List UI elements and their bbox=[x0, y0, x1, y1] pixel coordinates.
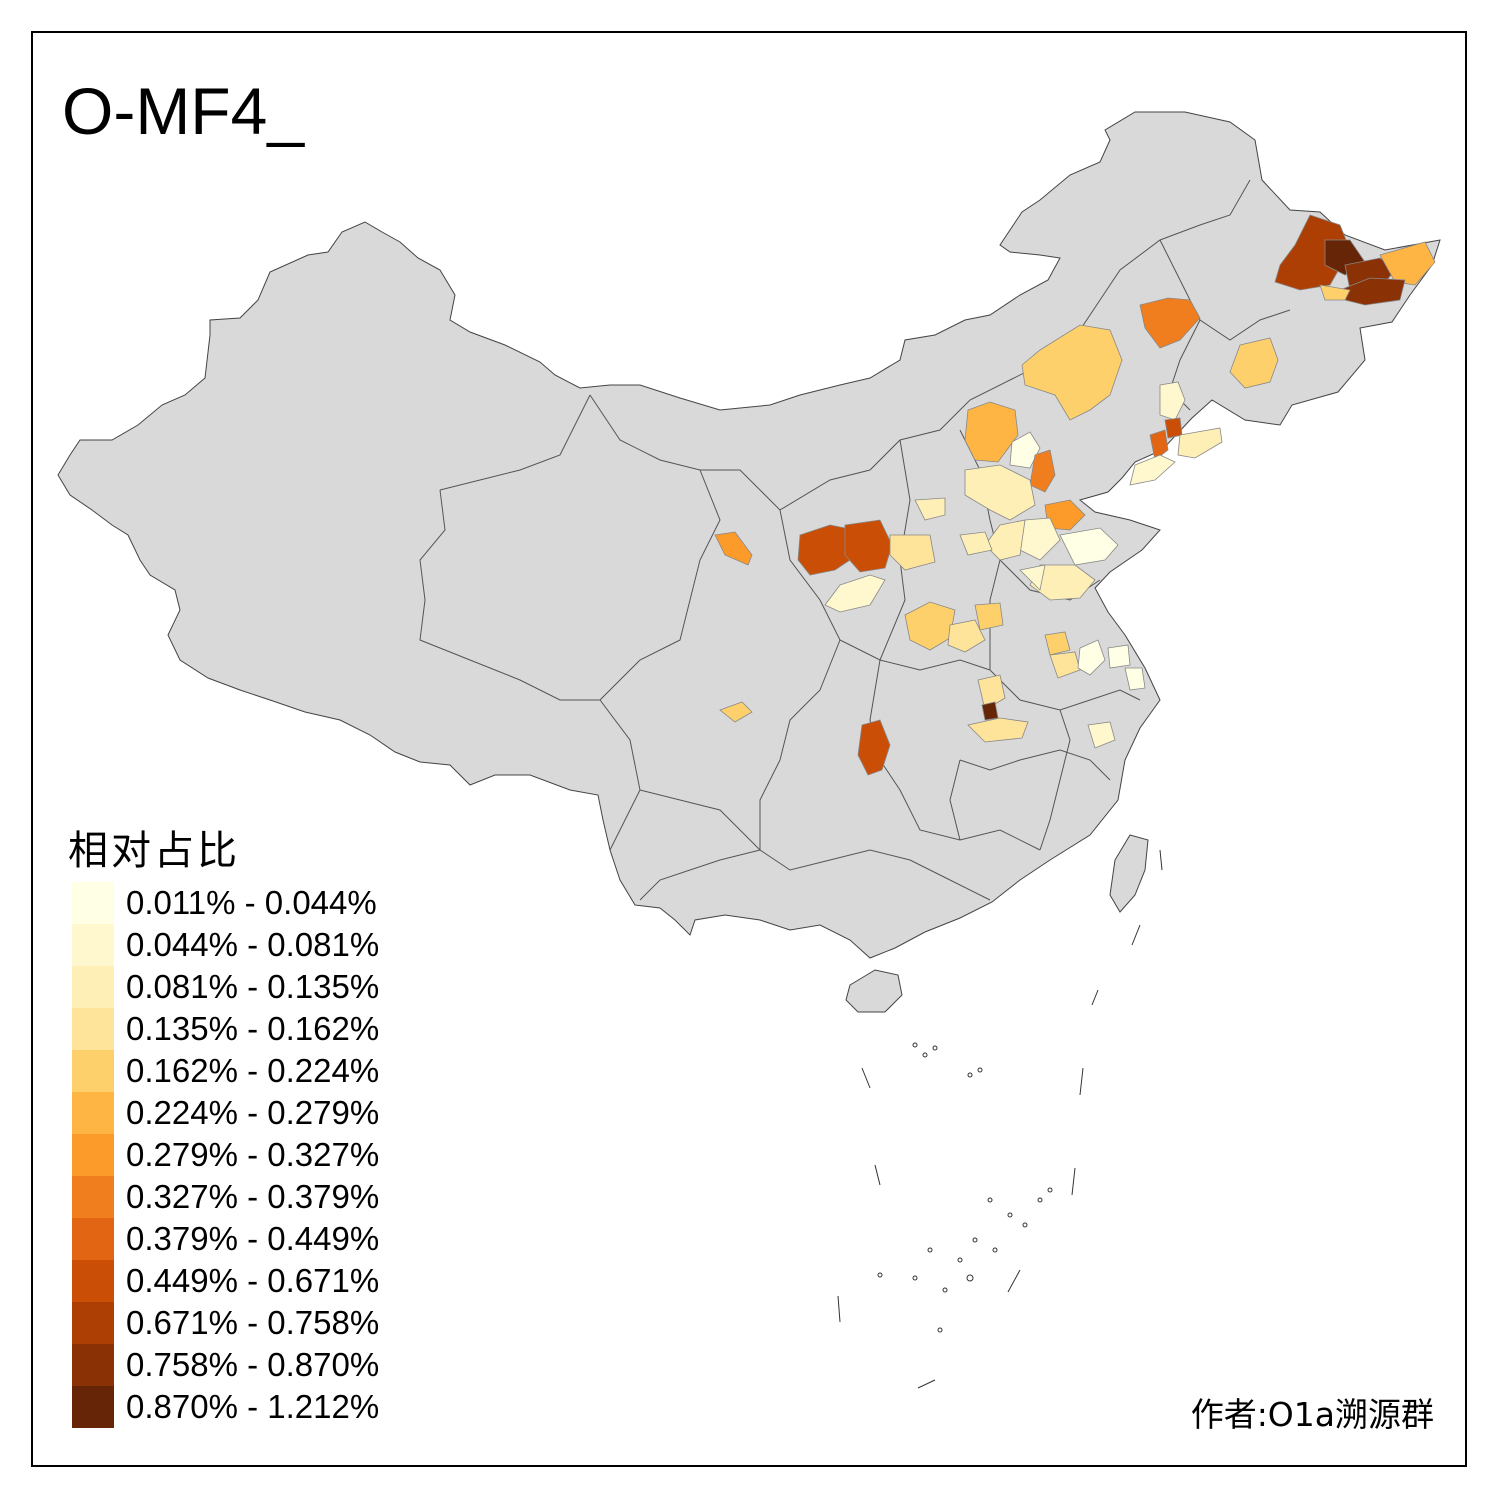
region-sichuan bbox=[719, 701, 753, 723]
region-im-east bbox=[1021, 324, 1123, 421]
legend-title: 相对占比 bbox=[68, 828, 240, 874]
legend-item: 0.449% - 0.671% bbox=[72, 1260, 379, 1302]
region-anhui-2 bbox=[1049, 651, 1081, 679]
legend-item: 0.327% - 0.379% bbox=[72, 1176, 379, 1218]
legend-swatch bbox=[72, 1176, 114, 1218]
region-hebei-ne bbox=[1029, 449, 1056, 493]
hainan-island bbox=[845, 969, 903, 1013]
legend-label: 0.044% - 0.081% bbox=[126, 926, 380, 963]
legend-label: 0.081% - 0.135% bbox=[126, 968, 380, 1005]
region-liaoning-5 bbox=[1129, 454, 1176, 486]
region-hlj-orange bbox=[1139, 297, 1201, 349]
legend-item: 0.081% - 0.135% bbox=[72, 966, 379, 1008]
region-gansu-orange bbox=[714, 531, 753, 566]
region-liaoning-2 bbox=[1149, 429, 1169, 461]
legend-label: 0.162% - 0.224% bbox=[126, 1052, 380, 1089]
region-jiangsu-1 bbox=[1077, 639, 1106, 676]
region-cluster-ne-1 bbox=[1274, 214, 1351, 291]
legend-item: 0.379% - 0.449% bbox=[72, 1218, 379, 1260]
legend-label: 0.327% - 0.379% bbox=[126, 1178, 380, 1215]
legend-label: 0.224% - 0.279% bbox=[126, 1094, 380, 1131]
map-frame bbox=[31, 31, 1467, 1467]
region-shandong-2 bbox=[1029, 564, 1096, 601]
legend-swatch bbox=[72, 1302, 114, 1344]
region-liaoning-4 bbox=[1177, 427, 1223, 459]
legend-item: 0.044% - 0.081% bbox=[72, 924, 379, 966]
region-liaoning-1 bbox=[1159, 381, 1186, 421]
region-im-central bbox=[964, 401, 1019, 463]
region-shanghai-area bbox=[1124, 667, 1146, 691]
region-shaanxi-c bbox=[824, 574, 886, 613]
region-hubei-wuhan bbox=[981, 701, 999, 721]
china-mainland bbox=[57, 111, 1441, 959]
legend-swatch bbox=[72, 924, 114, 966]
region-shandong-1 bbox=[1059, 527, 1119, 566]
region-shandong-3 bbox=[1019, 564, 1046, 591]
legend-label: 0.758% - 0.870% bbox=[126, 1346, 380, 1383]
legend-swatch bbox=[72, 1260, 114, 1302]
taiwan-island bbox=[1109, 834, 1149, 913]
region-shaanxi-n-1 bbox=[797, 524, 856, 576]
region-shaanxi-n-3 bbox=[889, 534, 936, 571]
author-credit: 作者:O1a溯源群 bbox=[1190, 1395, 1434, 1434]
colored-regions bbox=[714, 214, 1436, 776]
legend-item: 0.162% - 0.224% bbox=[72, 1050, 379, 1092]
south-sea-islands bbox=[837, 849, 1163, 1389]
region-cluster-ne-4 bbox=[1379, 241, 1436, 286]
legend-label: 0.011% - 0.044% bbox=[126, 884, 377, 921]
legend-swatch bbox=[72, 1344, 114, 1386]
legend-item: 0.671% - 0.758% bbox=[72, 1302, 379, 1344]
legend-label: 0.135% - 0.162% bbox=[126, 1010, 380, 1047]
legend-label: 0.870% - 1.212% bbox=[126, 1388, 380, 1425]
region-shanxi-1 bbox=[914, 497, 946, 521]
region-henan-3 bbox=[974, 602, 1004, 631]
legend-item: 0.224% - 0.279% bbox=[72, 1092, 379, 1134]
legend-item: 0.279% - 0.327% bbox=[72, 1134, 379, 1176]
region-jilin-east bbox=[1229, 337, 1279, 389]
legend-swatch bbox=[72, 966, 114, 1008]
legend-item: 0.758% - 0.870% bbox=[72, 1344, 379, 1386]
legend-item: 0.870% - 1.212% bbox=[72, 1386, 379, 1428]
legend-swatch bbox=[72, 1092, 114, 1134]
region-cluster-ne-6 bbox=[1319, 284, 1351, 301]
legend-swatch bbox=[72, 1386, 114, 1428]
legend-swatch bbox=[72, 1008, 114, 1050]
region-shaanxi-n-2 bbox=[844, 519, 893, 573]
legend-swatch bbox=[72, 882, 114, 924]
region-henan-2 bbox=[947, 619, 986, 653]
region-hubei-1 bbox=[977, 674, 1006, 711]
region-hebei-1 bbox=[964, 464, 1036, 521]
legend-item: 0.135% - 0.162% bbox=[72, 1008, 379, 1050]
legend-swatch bbox=[72, 1218, 114, 1260]
region-anhui-1 bbox=[1044, 631, 1071, 656]
legend-swatch bbox=[72, 1050, 114, 1092]
map-title: O-MF4_ bbox=[62, 74, 305, 148]
region-jiangsu-2 bbox=[1107, 644, 1131, 669]
legend-label: 0.279% - 0.327% bbox=[126, 1136, 380, 1173]
legend: 0.011% - 0.044% 0.044% - 0.081% 0.081% -… bbox=[72, 882, 379, 1428]
legend-label: 0.449% - 0.671% bbox=[126, 1262, 380, 1299]
region-zhejiang bbox=[1087, 721, 1116, 749]
legend-swatch bbox=[72, 1134, 114, 1176]
legend-label: 0.379% - 0.449% bbox=[126, 1220, 380, 1257]
legend-item: 0.011% - 0.044% bbox=[72, 882, 379, 924]
region-hubei-2 bbox=[967, 717, 1029, 743]
region-chongqing bbox=[857, 719, 891, 776]
legend-label: 0.671% - 0.758% bbox=[126, 1304, 380, 1341]
region-shanxi-2 bbox=[959, 531, 993, 556]
region-liaoning-3 bbox=[1164, 417, 1183, 439]
